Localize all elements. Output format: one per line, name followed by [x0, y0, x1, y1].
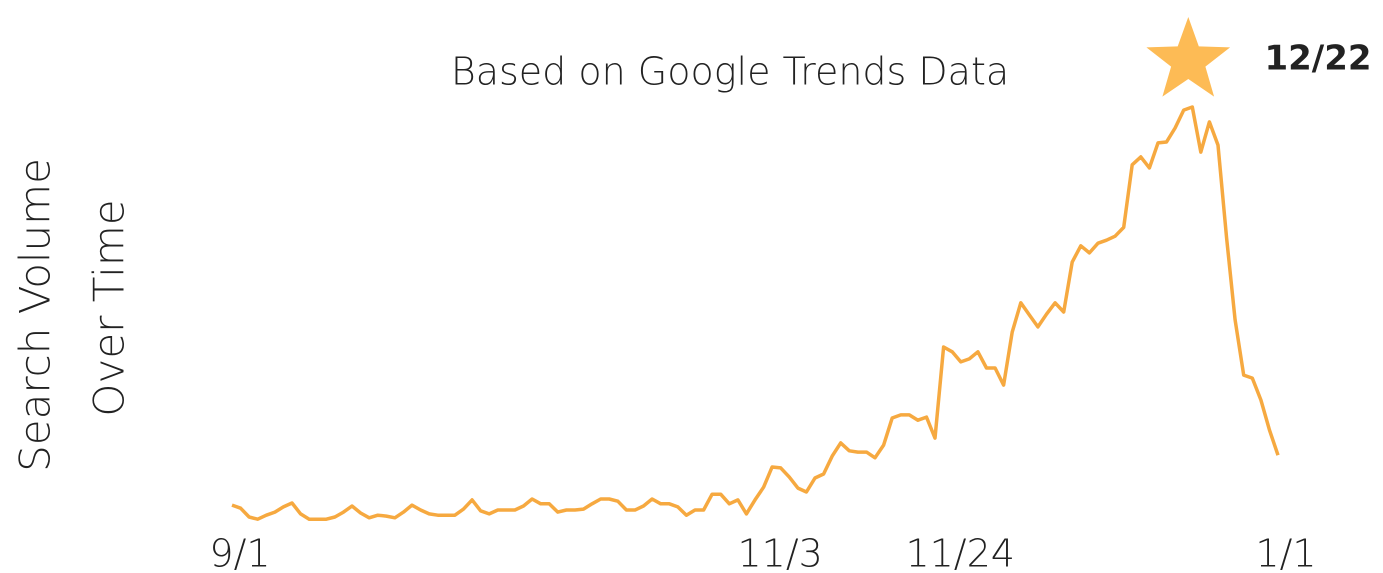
x-tick-label: 1/1 [1255, 532, 1316, 573]
x-tick-label: 9/1 [209, 532, 270, 573]
chart-title: Based on Google Trends Data [451, 50, 1009, 94]
x-tick-label: 11/24 [905, 532, 1015, 573]
annotation-star [1146, 17, 1231, 97]
annotation-label: 12/22 [1264, 39, 1371, 79]
x-tick-label: 11/3 [737, 532, 822, 573]
data-line [231, 105, 1280, 521]
y-axis-label: Over Time [85, 199, 134, 416]
y-axis-label: Search Volume [11, 158, 60, 472]
